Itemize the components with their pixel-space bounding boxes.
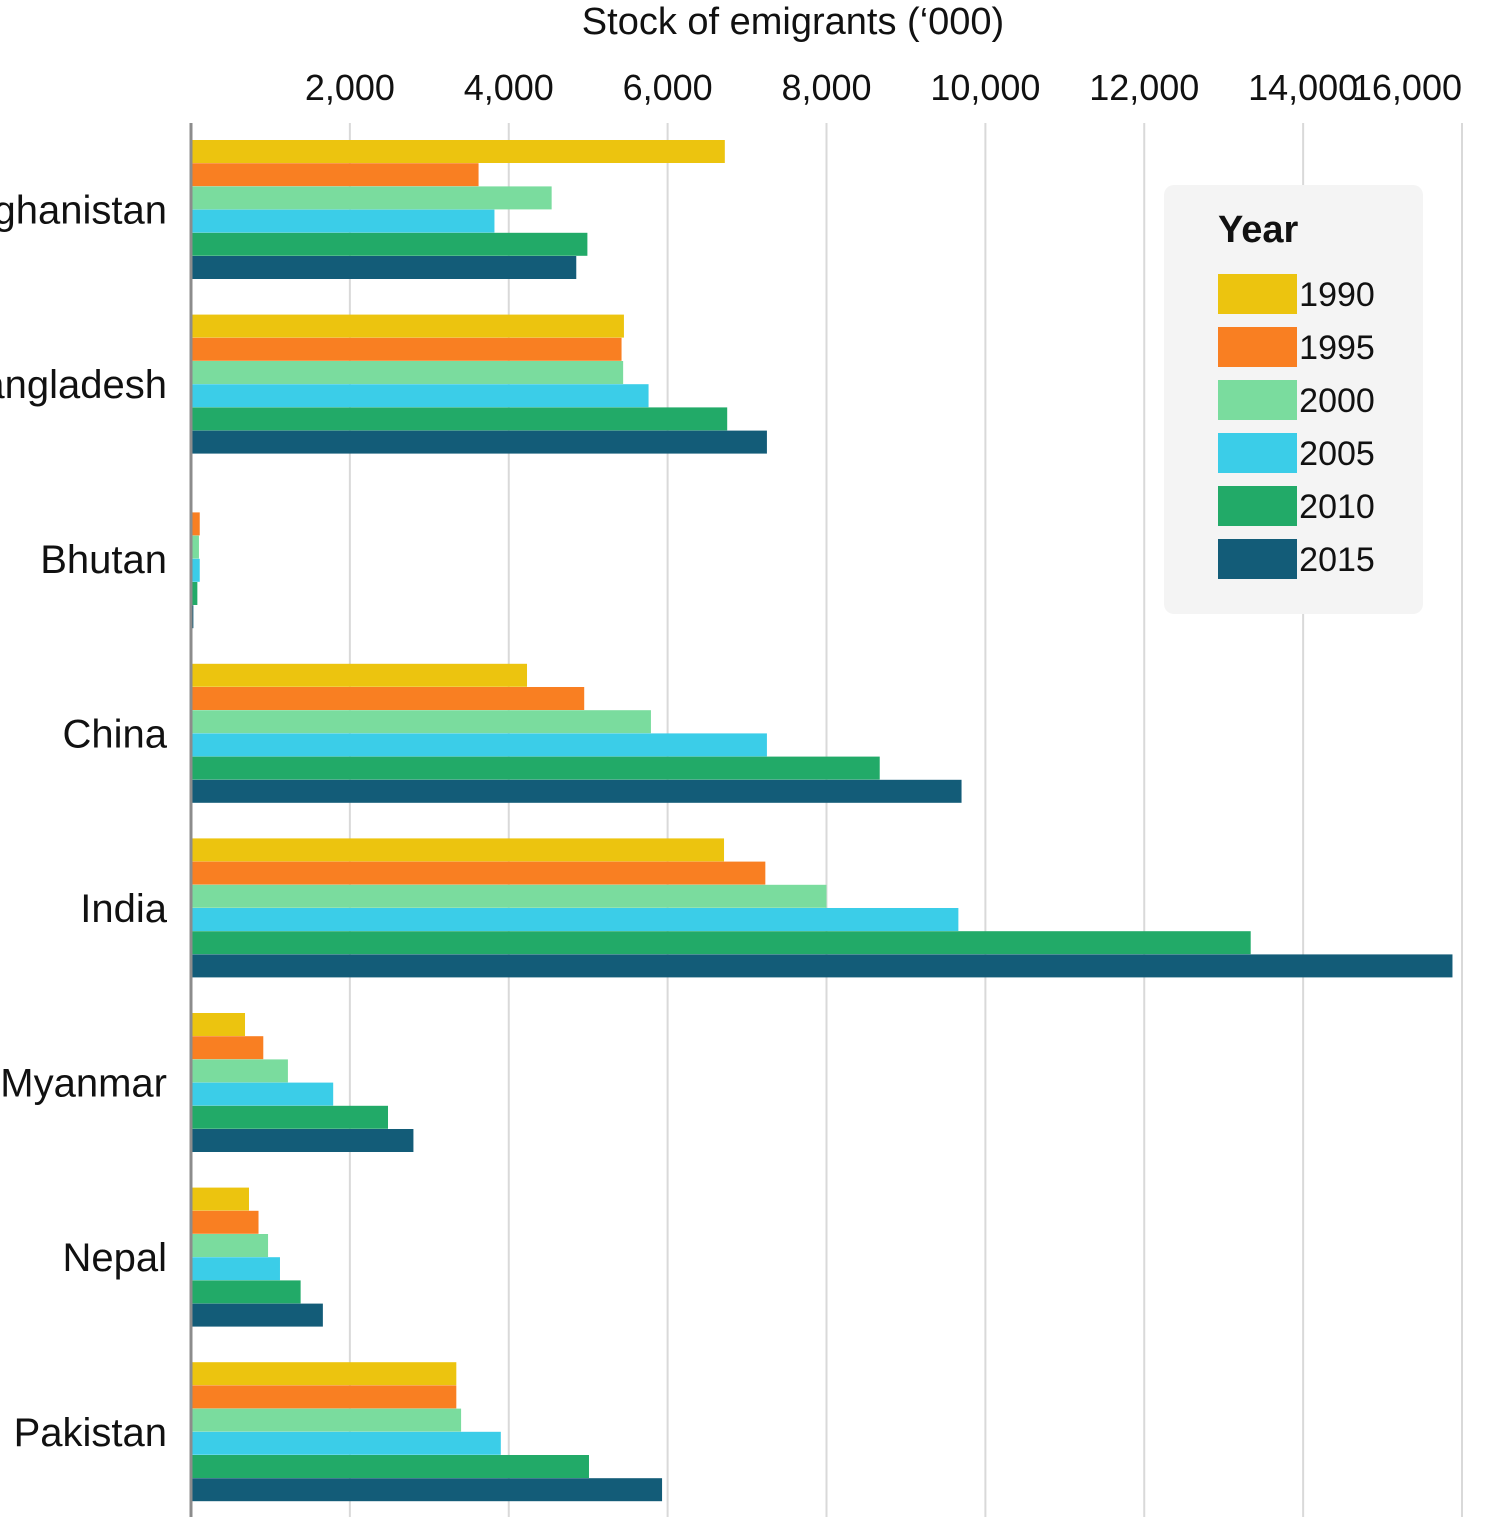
bar-pakistan-2005 [192, 1431, 501, 1455]
bar-bhutan-2005 [192, 558, 200, 582]
bar-myanmar-2015 [192, 1129, 414, 1152]
bar-india-2015 [192, 954, 1453, 978]
category-label: Myanmar [0, 1062, 167, 1106]
x-tick-label: 4,000 [464, 67, 554, 108]
legend-title: Year [1218, 209, 1299, 251]
bar-india-1990 [192, 838, 725, 862]
category-label: China [62, 712, 167, 756]
bar-afghanistan-1990 [192, 140, 725, 163]
x-tick-label: 12,000 [1089, 67, 1199, 108]
legend-items: 1990 1995 2000 2005 2010 2015 [1218, 274, 1375, 579]
bar-china-1990 [192, 663, 528, 687]
bar-china-1995 [192, 687, 585, 710]
bar-pakistan-2010 [192, 1455, 589, 1478]
x-tick-label: 8,000 [781, 67, 871, 108]
bar-bhutan-1995 [192, 512, 200, 536]
bar-bangladesh-1995 [192, 337, 622, 361]
category-label: India [80, 887, 167, 931]
bar-afghanistan-2005 [192, 209, 495, 233]
bar-china-2010 [192, 756, 880, 780]
bar-pakistan-2000 [192, 1408, 462, 1432]
legend-label: 2015 [1299, 541, 1375, 579]
legend-label: 1995 [1299, 329, 1375, 367]
bar-myanmar-1995 [192, 1036, 264, 1060]
category-label: Bhutan [40, 538, 167, 582]
bar-bangladesh-1990 [192, 314, 624, 338]
bar-nepal-1990 [192, 1187, 249, 1211]
bar-bhutan-2000 [192, 535, 199, 559]
legend-label: 1990 [1299, 276, 1375, 314]
legend-label: 2005 [1299, 435, 1375, 473]
bar-nepal-2005 [192, 1257, 280, 1281]
x-tick-label: 6,000 [623, 67, 713, 108]
bar-afghanistan-2015 [192, 256, 577, 279]
bar-afghanistan-1995 [192, 163, 479, 187]
bar-bhutan-2015 [192, 605, 194, 629]
bar-china-2015 [192, 779, 962, 803]
category-label: Bangladesh [0, 363, 167, 407]
bar-bangladesh-2010 [192, 407, 728, 431]
legend: Year 1990 1995 2000 2005 2010 2015 [1164, 185, 1423, 614]
bar-myanmar-2005 [192, 1082, 334, 1106]
legend-swatch [1218, 327, 1297, 367]
category-labels: Afghanistan Bangladesh Bhutan China India Mya… [0, 189, 168, 1455]
bar-nepal-2000 [192, 1234, 269, 1257]
legend-swatch [1218, 539, 1297, 579]
x-tick-label: 10,000 [930, 67, 1040, 108]
bar-nepal-1995 [192, 1210, 259, 1234]
bars [192, 140, 1453, 1502]
bar-china-2005 [192, 733, 767, 757]
legend-swatch [1218, 486, 1297, 526]
legend-label: 2010 [1299, 488, 1375, 526]
legend-swatch [1218, 380, 1297, 420]
category-label: Afghanistan [0, 189, 167, 233]
bar-bangladesh-2015 [192, 430, 767, 454]
bar-bhutan-2010 [192, 582, 198, 605]
x-tick-label: 16,000 [1352, 67, 1462, 108]
legend-label: 2000 [1299, 382, 1375, 420]
bar-myanmar-1990 [192, 1013, 246, 1036]
category-label: Pakistan [14, 1411, 167, 1455]
bar-myanmar-2000 [192, 1059, 288, 1083]
bar-afghanistan-2010 [192, 232, 588, 256]
x-tick-label: 2,000 [305, 67, 395, 108]
bar-nepal-2015 [192, 1303, 323, 1327]
bar-myanmar-2010 [192, 1105, 389, 1129]
category-label: Nepal [62, 1236, 167, 1280]
x-tick-labels: 2,000 4,000 6,000 8,000 10,000 12,000 14,00016… [305, 67, 1462, 108]
bar-bangladesh-2005 [192, 384, 649, 408]
bar-pakistan-1995 [192, 1385, 457, 1409]
bar-china-2000 [192, 710, 651, 734]
bar-india-2000 [192, 884, 827, 908]
bar-pakistan-1990 [192, 1362, 457, 1386]
legend-swatch [1218, 274, 1297, 314]
bar-pakistan-2015 [192, 1478, 663, 1502]
bar-nepal-2010 [192, 1280, 301, 1304]
bar-afghanistan-2000 [192, 186, 552, 210]
legend-swatch [1218, 433, 1297, 473]
x-axis-title: Stock of emigrants (‘000) [582, 1, 1004, 43]
bar-bangladesh-2000 [192, 361, 624, 384]
bar-india-1995 [192, 861, 766, 885]
bar-india-2005 [192, 908, 959, 931]
bar-india-2010 [192, 931, 1251, 955]
x-tick-label: 14,000 [1248, 67, 1358, 108]
